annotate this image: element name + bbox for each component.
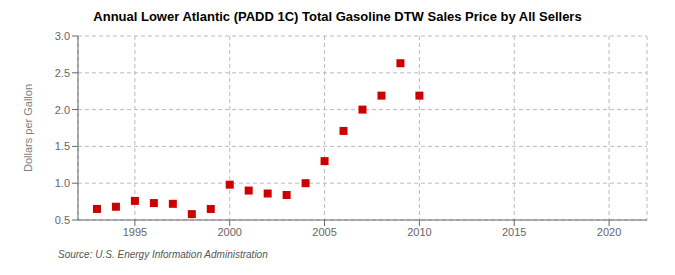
svg-text:1.0: 1.0 xyxy=(55,177,70,189)
svg-text:2.0: 2.0 xyxy=(55,104,70,116)
svg-text:3.0: 3.0 xyxy=(55,30,70,42)
svg-text:2.5: 2.5 xyxy=(55,67,70,79)
svg-text:0.5: 0.5 xyxy=(55,214,70,226)
svg-text:1995: 1995 xyxy=(123,226,147,238)
html-text:Source: U.S. Energy Informatio: Source: U.S. Energy Information Administ… xyxy=(58,249,268,260)
svg-text:2010: 2010 xyxy=(407,226,431,238)
svg-text:Dollars per Gallon: Dollars per Gallon xyxy=(22,84,34,172)
svg-text:2020: 2020 xyxy=(597,226,621,238)
svg-text:2000: 2000 xyxy=(217,226,241,238)
svg-text:2005: 2005 xyxy=(312,226,336,238)
svg-text:2015: 2015 xyxy=(502,226,526,238)
svg-text:1.5: 1.5 xyxy=(55,140,70,152)
html-text:Annual Lower Atlantic (PADD 1C: Annual Lower Atlantic (PADD 1C) Total Ga… xyxy=(93,9,582,24)
